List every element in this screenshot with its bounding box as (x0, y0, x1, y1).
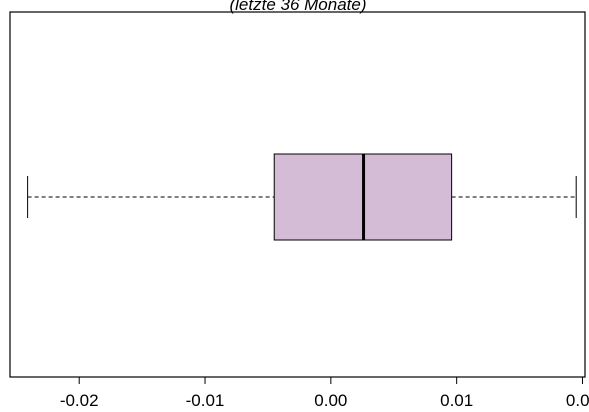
x-tick-label: 0.00 (314, 391, 347, 410)
x-axis: -0.02 -0.01 0.00 0.01 0.02 (60, 377, 589, 410)
x-tick-label: 0.01 (440, 391, 473, 410)
x-tick-label: -0.02 (60, 391, 99, 410)
x-tick-label: -0.01 (186, 391, 225, 410)
chart-subtitle: (letzte 36 Monate) (229, 0, 366, 14)
x-tick-label: 0.02 (566, 391, 589, 410)
plot-frame (9, 11, 586, 378)
boxplot-marks (27, 153, 577, 241)
